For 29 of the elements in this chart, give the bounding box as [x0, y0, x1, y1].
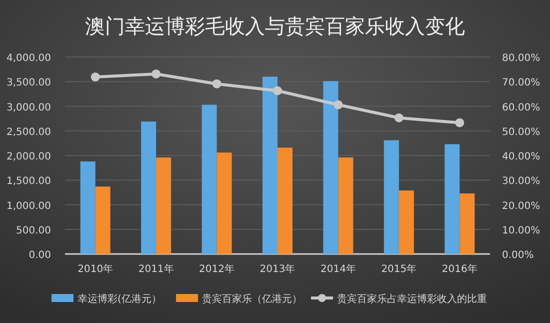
y2-tick-label: 80.00% — [502, 53, 540, 64]
y2-tick-label: 0.00% — [502, 250, 534, 261]
y2-tick-label: 40.00% — [502, 152, 540, 162]
y2-tick-label: 50.00% — [502, 126, 540, 138]
y-tick-label: 3,000.00 — [6, 102, 51, 114]
y-tick-label: 3,500.00 — [6, 78, 51, 89]
x-tick-label: 2010年 — [78, 263, 114, 275]
y-tick-label: 1,500.00 — [6, 176, 51, 188]
y-tick-label: 0.00 — [28, 250, 51, 261]
y-tick-label: 2,500.00 — [6, 126, 51, 138]
y2-tick-label: 20.00% — [502, 200, 540, 212]
y-tick-label: 500.00 — [16, 225, 51, 236]
y-tick-label: 1,000.00 — [6, 200, 51, 212]
y2-tick-label: 30.00% — [502, 176, 540, 188]
legend-label: 幸运博彩(亿港元） — [78, 293, 162, 305]
x-tick-label: 2012年 — [199, 263, 235, 275]
y2-tick-label: 60.00% — [502, 102, 540, 114]
x-tick-label: 2016年 — [442, 263, 478, 275]
x-tick-label: 2015年 — [381, 263, 417, 275]
x-tick-label: 2011年 — [138, 263, 174, 275]
legend-label: 贵宾百家乐（亿港元） — [202, 293, 302, 305]
chart-title: 澳门幸运博彩毛收入与贵宾百家乐收入变化 — [85, 14, 465, 38]
legend-label: 贵宾百家乐占幸运博彩收入的比重 — [337, 293, 487, 305]
y-tick-label: 2,000.00 — [6, 152, 51, 162]
x-tick-label: 2014年 — [320, 263, 356, 275]
x-tick-label: 2013年 — [260, 263, 296, 275]
y-tick-label: 4,000.00 — [6, 53, 51, 64]
y2-tick-label: 10.00% — [502, 225, 540, 236]
y2-tick-label: 70.00% — [502, 78, 540, 89]
